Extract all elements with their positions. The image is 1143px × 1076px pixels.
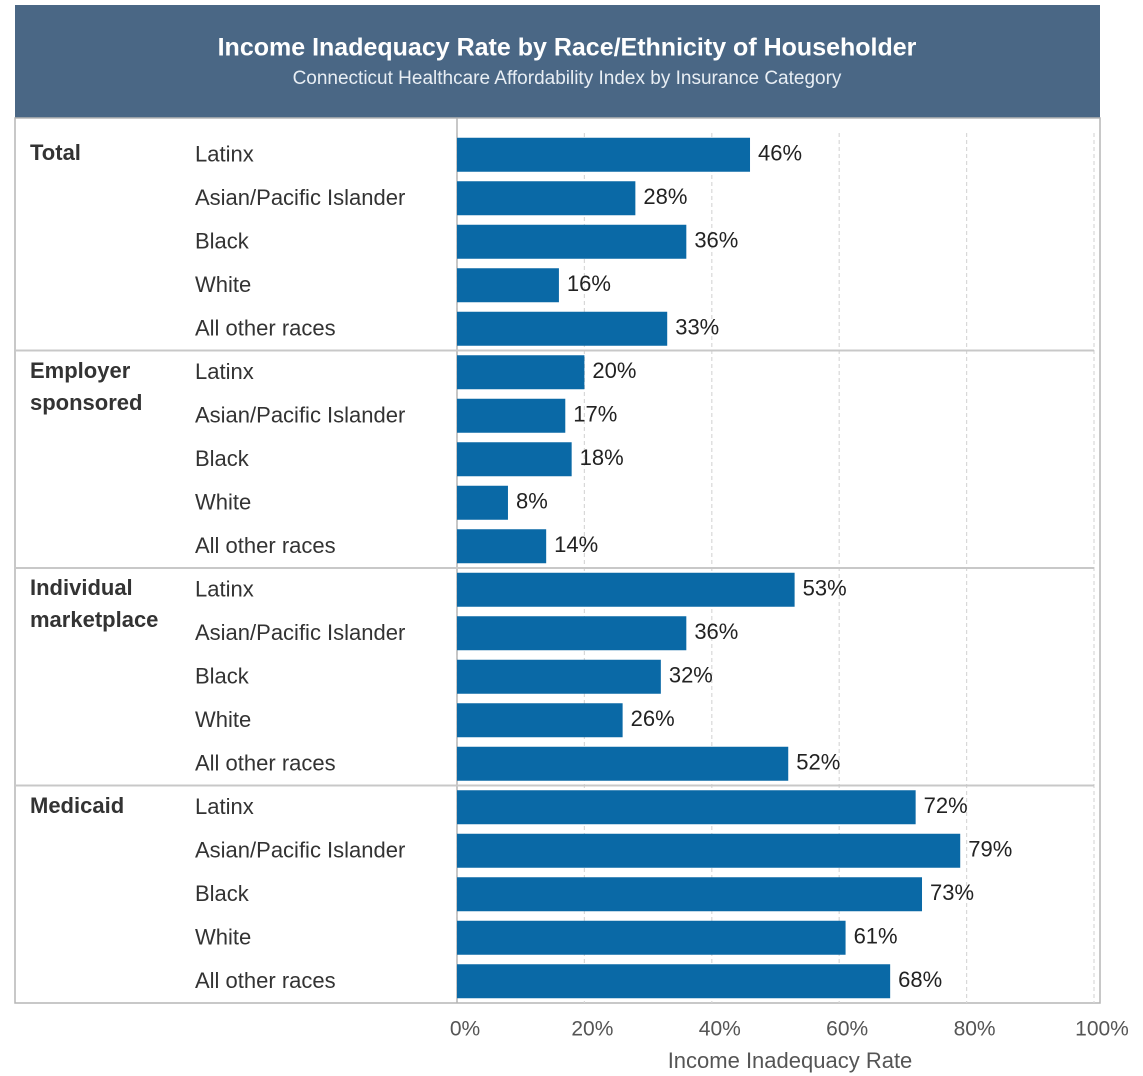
bar: [457, 355, 585, 390]
category-label: Latinx: [195, 359, 254, 384]
group-label: Employer sponsored: [30, 357, 143, 415]
x-tick-label: 80%: [954, 1018, 996, 1041]
bar: [457, 224, 687, 259]
value-label: 79%: [968, 837, 1012, 862]
bar: [457, 964, 891, 999]
bar: [457, 920, 846, 955]
value-label: 32%: [669, 663, 713, 688]
value-label: 28%: [643, 184, 687, 209]
category-label: White: [195, 272, 251, 297]
group-label-box: Employer sponsored: [30, 357, 143, 415]
group-label: Medicaid: [30, 792, 125, 818]
bar: [457, 572, 795, 607]
value-label: 33%: [675, 315, 719, 340]
bar: [457, 659, 661, 694]
group-label: Individual marketplace: [30, 575, 159, 632]
value-label: 26%: [631, 706, 675, 731]
value-label: 36%: [694, 228, 738, 253]
value-label: 68%: [898, 967, 942, 992]
category-label: Black: [195, 446, 250, 471]
category-label: White: [195, 925, 251, 950]
plot-frame: [14, 117, 1101, 1004]
category-label: All other races: [195, 316, 336, 341]
value-label: 52%: [796, 750, 840, 775]
chart-subtitle: Connecticut Healthcare Affordability Ind…: [293, 68, 842, 89]
bar: [457, 311, 668, 346]
category-label: Black: [195, 229, 250, 254]
category-label: Latinx: [195, 142, 254, 167]
value-label: 73%: [930, 880, 974, 905]
category-label: All other races: [195, 751, 336, 776]
bar: [457, 616, 687, 651]
category-label: White: [195, 707, 251, 732]
category-label: White: [195, 490, 251, 515]
value-label: 61%: [854, 924, 898, 949]
chart-title: Income Inadequacy Rate by Race/Ethnicity…: [218, 34, 917, 62]
category-label: Asian/Pacific Islander: [195, 185, 405, 210]
category-label: Asian/Pacific Islander: [195, 620, 405, 645]
value-label: 53%: [803, 576, 847, 601]
x-tick-label: 0%: [450, 1018, 480, 1041]
bar: [457, 268, 559, 303]
group-label: Total: [30, 140, 81, 165]
category-label: Latinx: [195, 577, 254, 602]
group-label-box: Total: [30, 140, 81, 165]
category-label: Black: [195, 881, 250, 906]
x-tick-label: 20%: [571, 1018, 613, 1041]
header-band: [15, 5, 1100, 118]
category-label: Asian/Pacific Islander: [195, 403, 405, 428]
bar: [457, 485, 508, 520]
group-label-box: Individual marketplace: [30, 575, 159, 632]
category-label: Asian/Pacific Islander: [195, 838, 405, 863]
value-label: 72%: [924, 793, 968, 818]
value-label: 14%: [554, 532, 598, 557]
value-label: 8%: [516, 489, 548, 514]
bar: [457, 877, 923, 912]
x-tick-label: 60%: [826, 1018, 868, 1041]
bar: [457, 181, 636, 216]
bar: [457, 746, 789, 781]
bar: [457, 833, 961, 868]
category-label: Latinx: [195, 794, 254, 819]
category-label: All other races: [195, 968, 336, 993]
bar: [457, 442, 572, 477]
bar: [457, 703, 623, 738]
group-label-box: Medicaid: [30, 792, 125, 818]
value-label: 17%: [573, 402, 617, 427]
x-axis-title: Income Inadequacy Rate: [668, 1048, 913, 1073]
category-label: Black: [195, 664, 250, 689]
value-label: 18%: [580, 445, 624, 470]
value-label: 20%: [592, 358, 636, 383]
value-label: 36%: [694, 619, 738, 644]
x-tick-label: 100%: [1075, 1018, 1129, 1041]
bar: [457, 398, 566, 433]
x-tick-label: 40%: [699, 1018, 741, 1041]
category-label: All other races: [195, 533, 336, 558]
bar: [457, 529, 547, 564]
bar: [457, 137, 751, 172]
value-label: 46%: [758, 141, 802, 166]
bar: [457, 790, 916, 825]
value-label: 16%: [567, 271, 611, 296]
